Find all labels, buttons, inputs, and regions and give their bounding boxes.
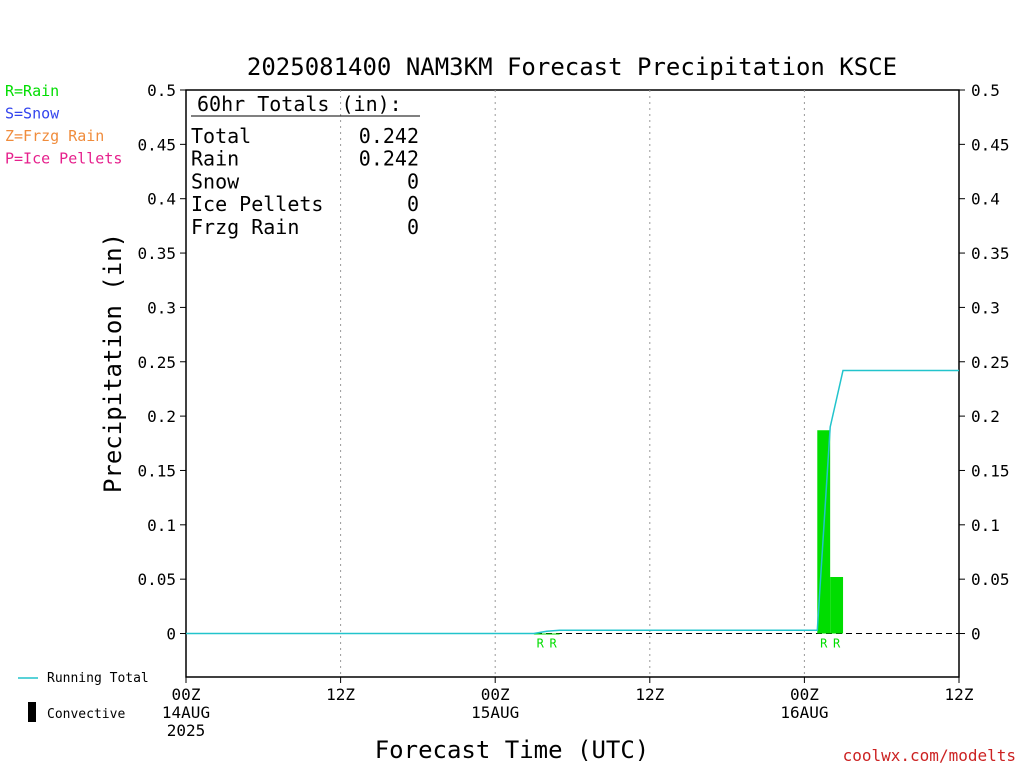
totals-row-value: 0.242 — [359, 124, 419, 148]
totals-row-value: 0 — [407, 169, 419, 193]
y-tick-label-left: 0.05 — [137, 570, 176, 589]
y-tick-label-left: 0.1 — [147, 516, 176, 535]
totals-row-label: Total — [191, 124, 251, 148]
x-tick-label: 00Z — [481, 685, 510, 704]
y-tick-label-left: 0.25 — [137, 353, 176, 372]
running-total-polyline — [186, 369, 959, 635]
x-tick-label: 16AUG — [780, 703, 828, 722]
precip-type-key: R=Rain S=Snow Z=Frzg Rain P=Ice Pellets — [5, 82, 122, 168]
convective-legend-label: Convective — [47, 707, 125, 722]
y-tick-label-left: 0.3 — [147, 298, 176, 317]
y-axis-right: 0 0.05 0.1 0.15 0.2 0.25 0.3 0.35 0.4 0.45 0.5 — [959, 81, 1010, 644]
y-tick-label-left: 0.5 — [147, 81, 176, 100]
credit-text: coolwx.com/modelts — [843, 746, 1016, 765]
y-tick-label-right: 0.3 — [971, 298, 1000, 317]
y-tick-label-left: 0.15 — [137, 461, 176, 480]
y-axis-left: 0 0.05 0.1 0.15 0.2 0.25 0.3 0.35 0.4 0.45 0.5 — [137, 81, 186, 644]
y-tick-label-right: 0.1 — [971, 516, 1000, 535]
totals-row-value: 0.242 — [359, 147, 419, 171]
totals-row-label: Frzg Rain — [191, 215, 299, 239]
convective-legend-swatch — [28, 702, 36, 722]
precip-type-label: R — [820, 637, 828, 651]
x-tick-label: 2025 — [167, 721, 206, 740]
totals-header: 60hr Totals (in): — [197, 92, 402, 116]
x-tick-label: 00Z — [172, 685, 201, 704]
totals-box: 60hr Totals (in): Total 0.242 Rain 0.242 Sno… — [191, 92, 420, 239]
x-tick-label: 14AUG — [162, 703, 210, 722]
running-total-line — [186, 369, 959, 635]
totals-row-value: 0 — [407, 192, 419, 216]
precip-bar — [533, 633, 547, 635]
x-axis-title: Forecast Time (UTC) — [375, 736, 650, 764]
y-tick-label-left: 0 — [166, 625, 176, 644]
y-tick-label-right: 0.25 — [971, 353, 1010, 372]
y-tick-label-right: 0.05 — [971, 570, 1010, 589]
running-total-legend-label: Running Total — [47, 671, 149, 686]
y-tick-label-left: 0.4 — [147, 190, 176, 209]
precip-bar — [546, 633, 560, 635]
y-tick-label-right: 0.5 — [971, 81, 1000, 100]
plot-frame — [185, 89, 960, 678]
line-legend: Running Total Convective — [18, 671, 149, 722]
y-tick-label-right: 0.35 — [971, 244, 1010, 263]
precip-type-label: R — [537, 637, 545, 651]
y-tick-label-right: 0.4 — [971, 190, 1000, 209]
grid-lines — [340, 90, 805, 677]
y-tick-label-right: 0.2 — [971, 407, 1000, 426]
totals-row-label: Ice Pellets — [191, 192, 323, 216]
y-tick-label-right: 0 — [971, 625, 981, 644]
y-tick-label-right: 0.15 — [971, 461, 1010, 480]
x-tick-label: 00Z — [790, 685, 819, 704]
y-tick-label-left: 0.35 — [137, 244, 176, 263]
precip-key-item: S=Snow — [5, 105, 60, 123]
precip-key-item: P=Ice Pellets — [5, 150, 122, 168]
y-axis-title: Precipitation (in) — [99, 233, 127, 493]
precip-key-item: Z=Frzg Rain — [5, 127, 104, 145]
y-tick-label-left: 0.45 — [137, 135, 176, 154]
y-tick-label-left: 0.2 — [147, 407, 176, 426]
totals-row-label: Rain — [191, 147, 239, 171]
precip-type-label: R — [833, 637, 841, 651]
precip-bars — [533, 430, 844, 635]
totals-rows: Total 0.242 Rain 0.242 Snow 0 Ice Pellets 0 Frzg… — [191, 124, 419, 239]
precip-key-item: R=Rain — [5, 82, 59, 100]
chart-title: 2025081400 NAM3KM Forecast Precipitation… — [247, 53, 897, 81]
precip-type-label: R — [550, 637, 558, 651]
precip-bar — [830, 576, 844, 634]
y-tick-label-right: 0.45 — [971, 135, 1010, 154]
totals-row-label: Snow — [191, 169, 240, 193]
x-tick-label: 12Z — [635, 685, 664, 704]
x-tick-label: 12Z — [945, 685, 974, 704]
x-tick-label: 15AUG — [471, 703, 519, 722]
totals-row-value: 0 — [407, 215, 419, 239]
x-tick-label: 12Z — [326, 685, 355, 704]
